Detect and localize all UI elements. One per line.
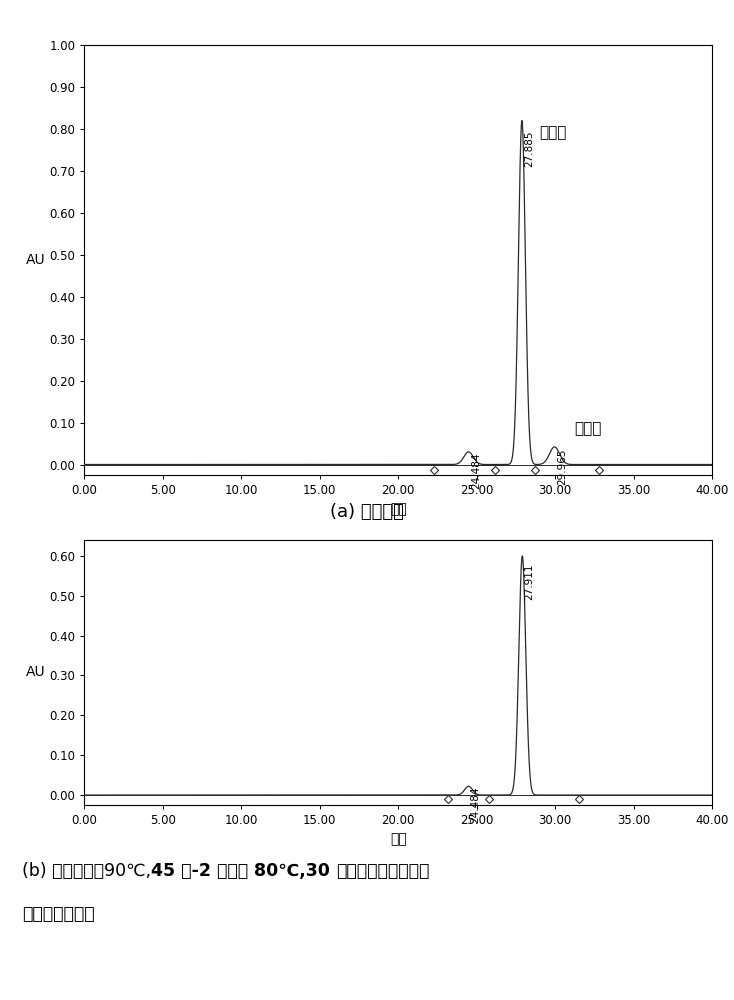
Text: 27.885: 27.885 — [524, 131, 534, 167]
X-axis label: 分钟: 分钟 — [390, 833, 407, 847]
Text: 29.965: 29.965 — [557, 448, 567, 485]
X-axis label: 分钟: 分钟 — [390, 503, 407, 517]
Text: (a) 未热处理: (a) 未热处理 — [330, 503, 404, 521]
Text: 四聚体血红蛋白: 四聚体血红蛋白 — [22, 905, 95, 923]
Text: 45 秒-2: 45 秒-2 — [151, 862, 217, 880]
Text: 24.484: 24.484 — [471, 453, 481, 489]
Text: 分钟或: 分钟或 — [217, 862, 254, 880]
Text: (b) 热处理的（90℃,: (b) 热处理的（90℃, — [22, 862, 151, 880]
Text: 27.911: 27.911 — [524, 563, 534, 600]
Text: 24.484: 24.484 — [470, 787, 481, 823]
Text: 四聚体: 四聚体 — [539, 126, 567, 141]
Y-axis label: AU: AU — [26, 666, 46, 680]
Text: 分钟）、稳定的交联: 分钟）、稳定的交联 — [335, 862, 429, 880]
Text: 80℃,30: 80℃,30 — [254, 862, 335, 880]
Y-axis label: AU: AU — [26, 253, 46, 267]
Text: 二聚体: 二聚体 — [574, 421, 601, 436]
